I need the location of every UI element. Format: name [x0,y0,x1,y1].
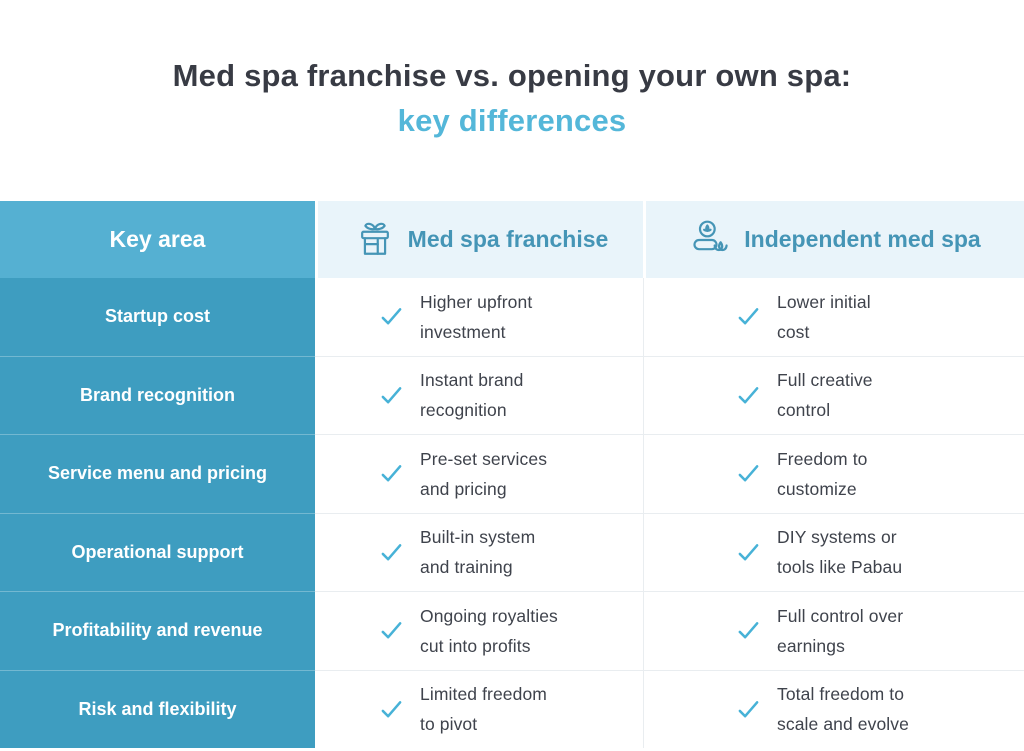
franchise-cell-risk-flexibility: Limited freedom to pivot [315,669,643,748]
franchise-column: Med spa franchise Higher upfront investm… [315,201,643,748]
check-icon [381,386,402,404]
check-icon [381,622,402,639]
check-icon [738,465,759,482]
independent-value: Full control over earnings [777,605,904,656]
check-icon [738,622,759,639]
franchise-value: Instant brand recognition [420,370,524,421]
check-icon [381,465,402,482]
check-icon [738,386,759,404]
key-area-row-operational-support: Operational support [0,512,315,591]
franchise-value: Limited freedom to pivot [420,684,547,735]
check-icon [381,543,402,561]
independent-value: Full creative control [777,370,873,421]
independent-cell-brand-recognition: Full creative control [643,355,1024,434]
page-subtitle: key differences [397,103,627,138]
key-area-row-risk-flexibility: Risk and flexibility [0,669,315,748]
franchise-value: Built-in system and training [420,527,536,578]
check-icon [738,543,759,561]
franchise-cell-startup-cost: Higher upfront investment [315,278,643,356]
gift-storefront-icon [360,222,389,255]
franchise-value: Higher upfront investment [420,291,533,342]
key-area-column: Key area Startup cost Brand recognition … [0,201,315,748]
key-area-header: Key area [0,201,315,278]
independent-value: Total freedom to scale and evolve [777,684,909,735]
franchise-value: Ongoing royalties cut into profits [420,605,558,656]
check-icon [738,700,759,718]
franchise-column-label: Med spa franchise [407,226,609,252]
franchise-cell-profitability: Ongoing royalties cut into profits [315,591,643,670]
franchise-cell-brand-recognition: Instant brand recognition [315,355,643,434]
independent-column: Independent med spa Lower initial cost F… [643,201,1024,748]
title-block: Med spa franchise vs. opening your own s… [0,0,1024,139]
independent-cell-risk-flexibility: Total freedom to scale and evolve [643,669,1024,748]
franchise-cell-service-menu: Pre-set services and pricing [315,434,643,513]
independent-column-label: Independent med spa [744,226,981,252]
independent-value: DIY systems or tools like Pabau [777,527,903,578]
key-area-row-brand-recognition: Brand recognition [0,355,315,434]
independent-value: Lower initial cost [777,291,871,342]
independent-cell-operational-support: DIY systems or tools like Pabau [643,512,1024,591]
independent-value: Freedom to customize [777,448,868,499]
franchise-value: Pre-set services and pricing [420,448,548,499]
independent-cell-startup-cost: Lower initial cost [643,278,1024,356]
check-icon [381,308,402,325]
spa-person-lotus-icon [693,220,728,251]
check-icon [381,700,402,718]
page-title: Med spa franchise vs. opening your own s… [172,58,852,93]
check-icon [738,308,759,325]
independent-cell-service-menu: Freedom to customize [643,434,1024,513]
key-area-row-profitability: Profitability and revenue [0,591,315,670]
independent-cell-profitability: Full control over earnings [643,591,1024,670]
key-area-row-service-menu: Service menu and pricing [0,434,315,513]
franchise-column-header: Med spa franchise [315,201,643,278]
comparison-table: Key area Startup cost Brand recognition … [0,201,1024,748]
franchise-cell-operational-support: Built-in system and training [315,512,643,591]
independent-column-header: Independent med spa [643,201,1024,278]
key-area-row-startup-cost: Startup cost [0,278,315,356]
